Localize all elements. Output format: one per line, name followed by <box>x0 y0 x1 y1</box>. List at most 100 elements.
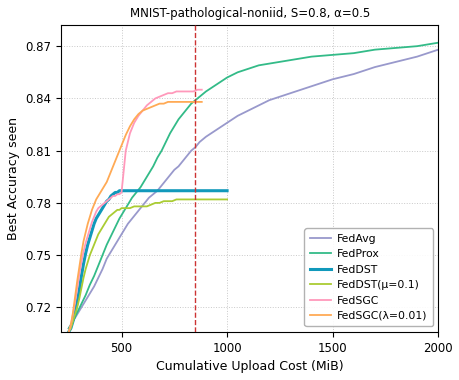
FedProx <box>129 195 134 200</box>
FedAvg <box>167 173 173 177</box>
FedAvg <box>435 48 440 52</box>
FedSGC(λ=0.01) <box>174 100 179 104</box>
FedProx <box>235 70 240 74</box>
FedSGC(λ=0.01) <box>87 215 92 219</box>
FedSGC(λ=0.01) <box>114 154 120 158</box>
FedSGC(λ=0.01) <box>97 190 103 195</box>
FedSGC <box>174 89 179 94</box>
FedProx <box>266 61 271 66</box>
FedDST(μ=0.1) <box>127 206 133 211</box>
FedProx <box>121 209 126 214</box>
FedDST(μ=0.1) <box>83 267 88 271</box>
FedDST <box>165 188 170 193</box>
FedSGC(λ=0.01) <box>93 197 99 202</box>
FedAvg <box>224 120 230 125</box>
FedDST(μ=0.1) <box>101 222 107 226</box>
FedAvg <box>175 164 181 169</box>
Line: FedAvg: FedAvg <box>68 50 437 328</box>
FedSGC <box>100 203 105 207</box>
FedDST(μ=0.1) <box>97 228 103 233</box>
FedAvg <box>276 94 282 99</box>
X-axis label: Cumulative Upload Cost (MiB): Cumulative Upload Cost (MiB) <box>156 360 343 373</box>
FedAvg <box>163 178 168 182</box>
FedDST <box>72 310 78 315</box>
FedSGC <box>104 199 109 203</box>
FedDST(μ=0.1) <box>87 253 92 257</box>
FedProx <box>371 48 377 52</box>
FedProx <box>175 117 181 122</box>
FedDST <box>118 188 124 193</box>
FedAvg <box>287 91 292 95</box>
FedAvg <box>117 236 122 240</box>
FedProx <box>91 274 97 278</box>
FedSGC <box>83 241 88 245</box>
Legend: FedAvg, FedProx, FedDST, FedDST(μ=0.1), FedSGC, FedSGC(λ=0.01): FedAvg, FedProx, FedDST, FedDST(μ=0.1), … <box>304 228 432 326</box>
FedSGC <box>144 103 149 108</box>
FedSGC(λ=0.01) <box>101 183 107 188</box>
FedDST <box>186 188 191 193</box>
FedAvg <box>142 201 147 205</box>
FedDST(μ=0.1) <box>174 197 179 202</box>
FedDST <box>157 188 162 193</box>
FedAvg <box>121 228 126 233</box>
FedDST <box>135 188 141 193</box>
FedSGC <box>186 89 191 94</box>
FedSGC(λ=0.01) <box>117 148 122 153</box>
FedDST <box>74 300 80 304</box>
FedSGC <box>182 89 187 94</box>
FedDST <box>91 222 97 226</box>
FedProx <box>133 190 139 195</box>
FedProx <box>167 131 173 136</box>
FedDST <box>85 242 90 247</box>
FedDST(μ=0.1) <box>190 197 196 202</box>
FedAvg <box>158 183 164 188</box>
FedProx <box>104 242 109 247</box>
FedDST <box>199 188 204 193</box>
FedAvg <box>371 65 377 70</box>
FedAvg <box>256 103 261 108</box>
FedSGC(λ=0.01) <box>140 108 145 113</box>
FedSGC(λ=0.01) <box>106 174 112 179</box>
FedSGC <box>169 91 174 95</box>
FedProx <box>196 94 202 99</box>
FedSGC <box>72 300 78 304</box>
FedAvg <box>104 256 109 261</box>
FedDST(μ=0.1) <box>152 201 158 205</box>
FedAvg <box>245 108 251 113</box>
FedSGC <box>76 272 82 277</box>
FedDST <box>81 261 86 266</box>
FedSGC <box>108 195 113 200</box>
FedDST <box>83 251 88 256</box>
FedSGC(λ=0.01) <box>66 329 71 334</box>
FedDST(μ=0.1) <box>78 286 84 291</box>
FedAvg <box>87 291 92 296</box>
FedAvg <box>95 276 101 280</box>
FedAvg <box>184 154 189 158</box>
FedSGC(λ=0.01) <box>199 100 204 104</box>
FedSGC(λ=0.01) <box>148 105 153 109</box>
FedDST(μ=0.1) <box>112 209 118 214</box>
FedDST <box>190 188 196 193</box>
FedSGC(λ=0.01) <box>74 279 80 283</box>
FedProx <box>297 56 303 61</box>
FedDST(μ=0.1) <box>66 329 71 334</box>
FedAvg <box>179 159 185 163</box>
FedAvg <box>91 284 97 289</box>
FedAvg <box>308 84 313 89</box>
FedSGC(λ=0.01) <box>95 194 101 198</box>
FedSGC <box>178 89 183 94</box>
FedDST(μ=0.1) <box>114 207 120 212</box>
FedProx <box>392 46 398 50</box>
FedDST <box>148 188 153 193</box>
FedDST(μ=0.1) <box>199 197 204 202</box>
FedProx <box>95 263 101 268</box>
FedSGC(λ=0.01) <box>186 100 191 104</box>
FedDST <box>95 213 101 217</box>
FedDST(μ=0.1) <box>169 199 174 203</box>
FedDST(μ=0.1) <box>100 225 105 230</box>
FedProx <box>308 54 313 59</box>
FedAvg <box>350 72 356 76</box>
FedProx <box>137 185 143 190</box>
FedDST(μ=0.1) <box>70 319 76 324</box>
FedAvg <box>129 216 134 221</box>
